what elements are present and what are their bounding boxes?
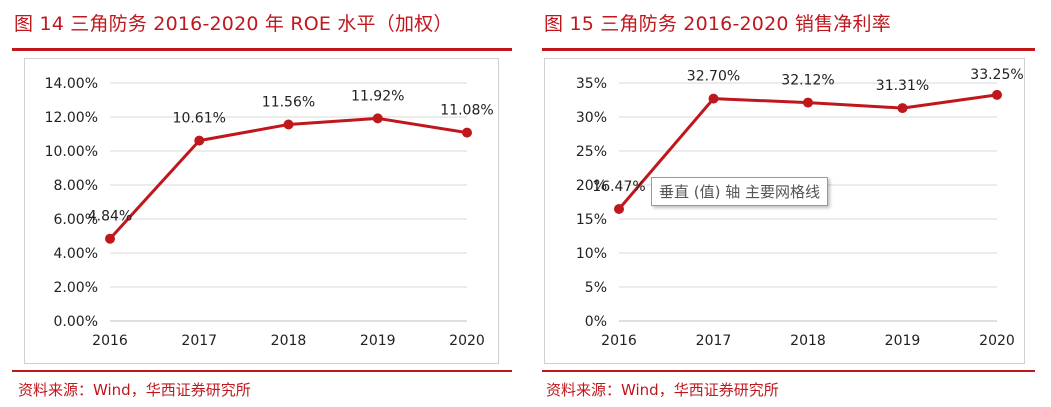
gridline-tooltip: 垂直 (值) 轴 主要网格线 — [651, 177, 829, 206]
x-tick-label: 2016 — [601, 333, 637, 349]
source-note-net-margin: 资料来源：Wind，华西证券研究所 — [546, 381, 779, 399]
chart-area-net-margin[interactable]: 0% 5% 10% 15% 20% 25% 30% 35% 2016 2017 2018 2019 20… — [544, 58, 1025, 364]
x-tick-label: 2016 — [92, 333, 128, 349]
data-label: 31.31% — [876, 78, 929, 94]
data-label: 33.25% — [970, 67, 1023, 83]
data-point[interactable] — [462, 127, 472, 138]
y-tick-label: 0.00% — [54, 314, 98, 330]
source-note-roe: 资料来源：Wind，华西证券研究所 — [18, 381, 251, 399]
y-tick-label: 6.00% — [54, 212, 98, 228]
data-label: 11.92% — [351, 88, 404, 104]
data-point[interactable] — [194, 135, 205, 146]
chart-panel-roe: 图 14 三角防务 2016-2020 年 ROE 水平（加权） 0.00% 2.… — [0, 0, 520, 407]
y-tick-label: 10.00% — [45, 144, 98, 160]
data-label: 11.08% — [440, 103, 493, 119]
data-label: 32.70% — [687, 69, 740, 85]
x-tick-label: 2018 — [790, 333, 826, 349]
series-line[interactable] — [108, 116, 468, 240]
data-label: 16.47% — [592, 179, 645, 195]
data-point[interactable] — [708, 93, 719, 104]
y-tick-label: 30% — [576, 110, 607, 126]
y-tick-label: 25% — [576, 144, 607, 160]
source-divider — [542, 370, 1035, 372]
x-tick-label: 2017 — [696, 333, 732, 349]
data-label: 4.84% — [88, 209, 132, 225]
y-tick-label: 4.00% — [54, 246, 98, 262]
data-label: 32.12% — [781, 73, 834, 89]
y-tick-label: 20% — [576, 178, 607, 194]
y-tick-label: 0% — [585, 314, 607, 330]
x-tick-label: 2019 — [885, 333, 921, 349]
source-divider — [12, 370, 512, 372]
data-point[interactable] — [283, 119, 294, 130]
data-point[interactable] — [897, 103, 908, 114]
data-label: 10.61% — [173, 111, 226, 127]
x-tick-label: 2018 — [271, 333, 307, 349]
data-point[interactable] — [372, 113, 383, 124]
chart-title-roe: 图 14 三角防务 2016-2020 年 ROE 水平（加权） — [14, 13, 453, 35]
y-tick-label: 35% — [576, 76, 607, 92]
net-margin-line-chart[interactable]: 0% 5% 10% 15% 20% 25% 30% 35% 2016 2017 2018 2019 20… — [545, 59, 1024, 363]
x-tick-label: 2020 — [979, 333, 1015, 349]
chart-area-roe[interactable]: 0.00% 2.00% 4.00% 6.00% 8.00% 10.00% 12.00% 14.… — [24, 58, 499, 364]
data-label: 11.56% — [262, 94, 315, 110]
y-tick-label: 10% — [576, 246, 607, 262]
chart-panel-net-margin: 图 15 三角防务 2016-2020 销售净利率 0% 5% 10% 15% 20% 2… — [536, 0, 1051, 407]
y-tick-label: 14.00% — [45, 76, 98, 92]
x-tick-label: 2019 — [360, 333, 396, 349]
y-tick-label: 5% — [585, 280, 607, 296]
y-tick-label: 15% — [576, 212, 607, 228]
data-point[interactable] — [803, 97, 813, 108]
title-divider — [542, 48, 1035, 51]
title-divider — [12, 48, 512, 51]
data-point[interactable] — [614, 204, 624, 215]
y-tick-label: 12.00% — [45, 110, 98, 126]
data-point[interactable] — [992, 89, 1002, 100]
data-point[interactable] — [105, 233, 115, 244]
chart-title-net-margin: 图 15 三角防务 2016-2020 销售净利率 — [544, 13, 891, 35]
y-tick-label: 2.00% — [54, 280, 98, 296]
x-tick-label: 2020 — [449, 333, 485, 349]
roe-line-chart[interactable]: 0.00% 2.00% 4.00% 6.00% 8.00% 10.00% 12.00% 14.… — [25, 59, 498, 363]
y-tick-label: 8.00% — [54, 178, 98, 194]
x-tick-label: 2017 — [181, 333, 217, 349]
